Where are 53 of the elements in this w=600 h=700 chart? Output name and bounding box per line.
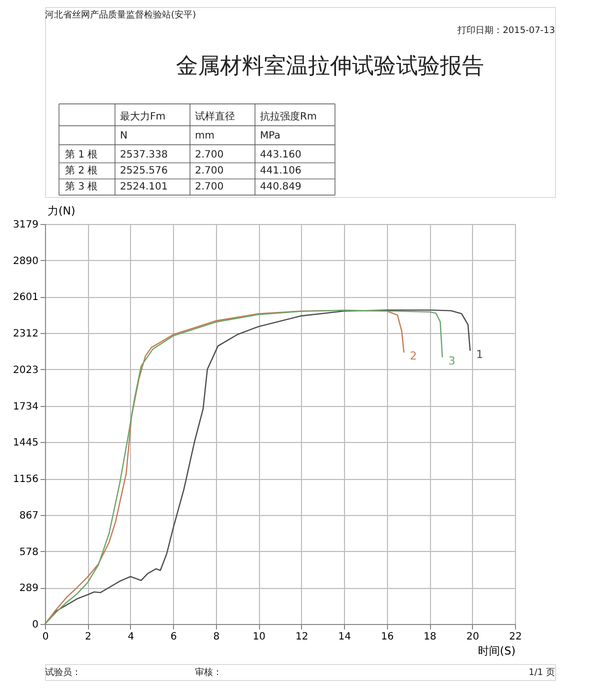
text: 440.849 (260, 182, 302, 193)
x-tick-label: 4 (128, 632, 134, 642)
x-tick-label: 2 (85, 632, 92, 642)
series-label: 2 (410, 350, 417, 363)
x-tick-label: 8 (213, 632, 220, 642)
text: 2524.101 (120, 182, 168, 193)
x-axis-title: 时间(S) (478, 644, 516, 658)
text: 第 1 根 (65, 148, 98, 160)
text: 最大力Fm (120, 110, 166, 122)
text: 河北省丝网产品质量监督检验站(安平) (45, 10, 196, 21)
y-tick-label: 1445 (13, 438, 38, 449)
text: 2.700 (195, 182, 224, 193)
text: N (120, 130, 128, 142)
y-tick-label: 578 (19, 546, 38, 558)
text: 第 3 根 (65, 180, 98, 193)
x-tick-label: 10 (252, 632, 266, 642)
text: 试验员： (45, 667, 81, 678)
y-tick-label: 0 (32, 620, 38, 630)
y-tick-label: 1156 (13, 474, 38, 486)
y-tick-label: 867 (19, 510, 38, 522)
text: 1/1 页 (528, 668, 555, 678)
text: 441.106 (260, 165, 302, 176)
text: 443.160 (260, 149, 302, 160)
y-tick-label: 1734 (13, 401, 38, 412)
y-tick-label: 2601 (13, 292, 38, 304)
x-tick-label: 0 (42, 632, 49, 642)
x-tick-label: 20 (466, 632, 480, 642)
series-label: 1 (476, 348, 484, 361)
chart-title: 金属材料室温拉伸试验试验报告 (176, 54, 484, 79)
text: 第 2 根 (65, 164, 98, 176)
y-tick-label: 2023 (13, 364, 38, 376)
x-tick-label: 14 (338, 632, 351, 642)
text: 抗拉强度Rm (260, 110, 317, 122)
text: mm (195, 130, 214, 142)
x-tick-label: 12 (295, 632, 308, 642)
text: 试样直径 (195, 110, 235, 122)
text: 打印日期：2015-07-13 (456, 24, 555, 36)
y-tick-label: 3179 (13, 220, 38, 230)
text: 审核： (195, 667, 222, 678)
y-tick-label: 289 (19, 583, 38, 594)
series-label: 3 (448, 354, 456, 368)
text: 2525.576 (120, 165, 168, 176)
y-tick-label: 2890 (13, 256, 38, 267)
x-tick-label: 22 (509, 632, 522, 642)
text: 2.700 (195, 165, 224, 176)
text: 2537.338 (120, 149, 168, 160)
x-tick-label: 18 (424, 632, 436, 642)
x-tick-label: 16 (380, 632, 394, 642)
y-axis-title: 力(N) (48, 204, 76, 218)
text: MPa (260, 130, 280, 142)
y-tick-label: 2312 (13, 328, 38, 340)
x-tick-label: 6 (170, 632, 177, 642)
text: 2.700 (195, 149, 224, 160)
